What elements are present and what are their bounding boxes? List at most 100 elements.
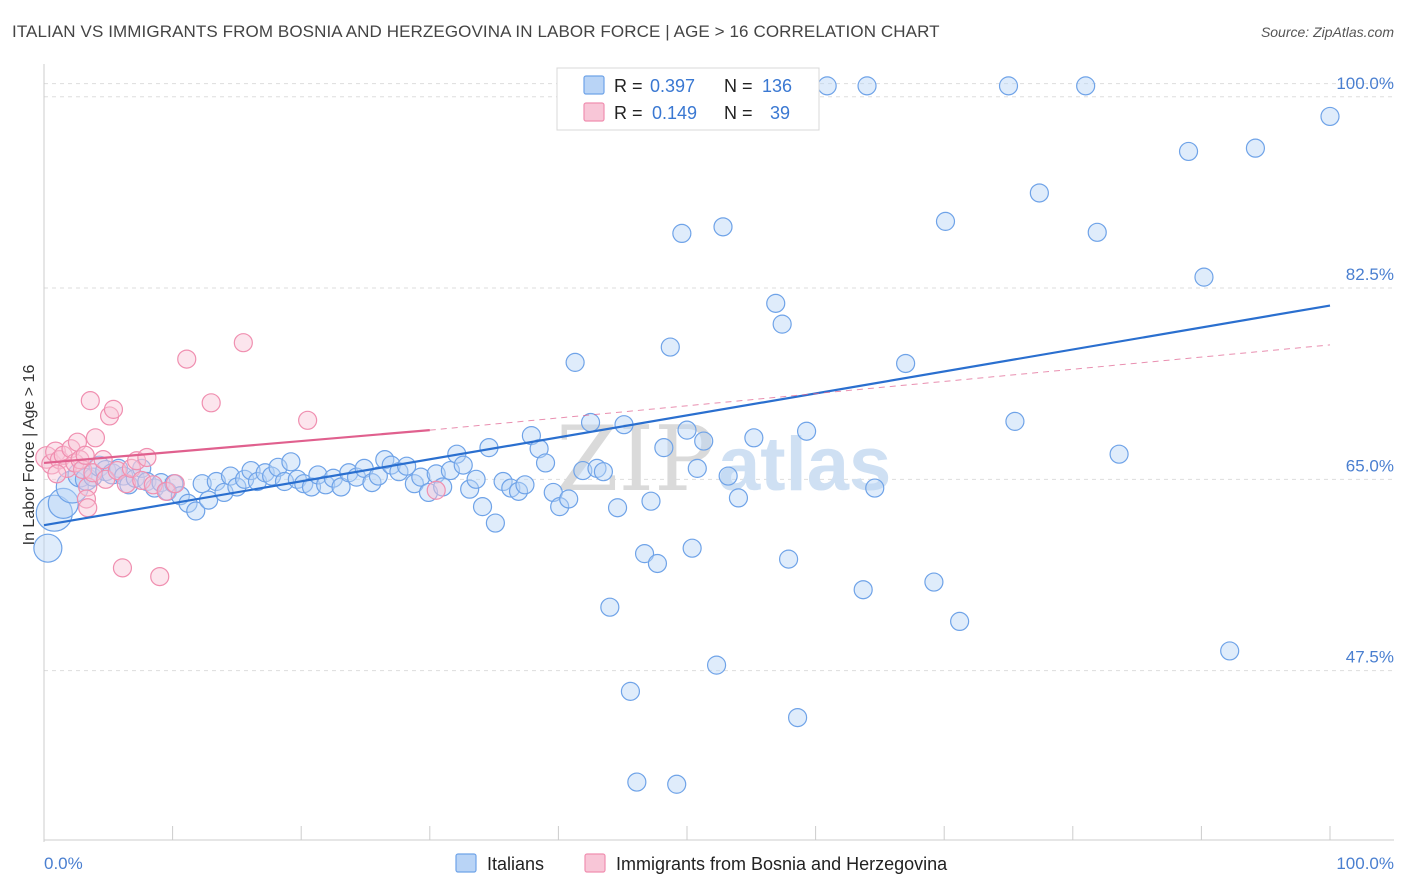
point-italians-88: [647, 553, 668, 574]
bottom-legend-label-bosnia: Immigrants from Bosnia and Herzegovina: [616, 854, 948, 874]
point-italians-76: [565, 352, 585, 372]
point-bosnia-37: [426, 480, 446, 500]
point-bosnia-13: [80, 391, 100, 411]
point-italians-27: [220, 466, 241, 486]
point-italians-62: [466, 469, 486, 489]
point-italians-102: [744, 428, 764, 448]
point-italians-77: [573, 460, 593, 481]
point-italians-63: [472, 497, 493, 517]
point-bosnia-7: [65, 453, 85, 473]
grid: [44, 83, 1394, 672]
legend-n-label-2: N =: [724, 103, 753, 123]
point-italians-61: [460, 479, 480, 499]
point-italians-72: [535, 453, 556, 473]
legend: R = 0.397 N = 136 R = 0.149 N = 39: [556, 67, 820, 131]
axes: [43, 64, 1394, 842]
point-italians-22: [186, 501, 206, 521]
point-italians-122: [1109, 444, 1129, 464]
point-italians-123: [1178, 141, 1199, 162]
point-italians-90: [660, 337, 680, 357]
point-italians-92: [672, 223, 692, 244]
legend-n-value-1: 136: [762, 76, 792, 96]
point-italians-86: [634, 544, 655, 564]
point-bosnia-35: [233, 333, 253, 353]
legend-swatch-italians: [583, 75, 605, 95]
x-tick-label-max: 100.0%: [1336, 854, 1394, 873]
point-italians-118: [1005, 411, 1025, 431]
watermark-atlas: atlas: [718, 422, 891, 507]
bottom-legend: Italians Immigrants from Bosnia and Herz…: [455, 853, 948, 874]
point-italians-127: [1320, 106, 1340, 127]
point-italians-94: [682, 538, 702, 558]
point-italians-125: [1220, 641, 1240, 661]
watermark: ZIP atlas: [556, 407, 891, 512]
point-italians-55: [418, 482, 439, 503]
point-italians-108: [796, 421, 817, 441]
legend-n-label-1: N =: [724, 76, 753, 96]
trend-line-bosnia: [43, 429, 430, 465]
point-bosnia-33: [177, 349, 197, 369]
source-label: Source: ZipAtlas.com: [1260, 24, 1394, 40]
point-italians-107: [787, 707, 808, 728]
legend-swatch-bosnia: [583, 102, 605, 122]
bottom-legend-swatch-italians: [455, 853, 477, 873]
point-italians-95: [687, 458, 707, 478]
x-tick-label-min: 0.0%: [44, 854, 83, 873]
point-bosnia-11: [75, 445, 95, 465]
point-italians-66: [493, 471, 513, 492]
series-italians-points: [33, 76, 1340, 794]
point-bosnia-22: [107, 460, 127, 481]
point-italians-111: [857, 76, 877, 96]
point-italians-81: [600, 597, 620, 617]
point-bosnia-21: [103, 399, 124, 419]
point-italians-84: [620, 681, 641, 701]
point-italians-98: [706, 655, 727, 675]
point-bosnia-38: [47, 464, 67, 484]
bottom-legend-swatch-bosnia: [584, 853, 606, 873]
y-tick-label-1: 65.0%: [1346, 456, 1394, 475]
point-italians-0: [33, 533, 63, 563]
point-italians-82: [607, 498, 628, 518]
point-italians-99: [713, 217, 733, 237]
series-bosnia-points: [35, 333, 446, 587]
point-italians-114: [924, 572, 944, 592]
point-italians-75: [559, 489, 579, 509]
y-axis-label: In Labor Force | Age > 16: [21, 365, 38, 546]
point-italians-109: [817, 76, 837, 96]
point-italians-124: [1194, 267, 1214, 287]
trend-lines: [43, 304, 1331, 527]
point-italians-91: [667, 774, 687, 794]
point-italians-101: [728, 488, 749, 508]
point-italians-25: [206, 471, 226, 492]
point-italians-78: [580, 412, 601, 433]
y-tick-label-0: 47.5%: [1346, 648, 1394, 667]
point-italians-112: [865, 478, 885, 498]
point-italians-110: [853, 580, 873, 600]
legend-r-label-1: R =: [614, 76, 643, 96]
bottom-legend-label-italians: Italians: [487, 854, 544, 874]
point-bosnia-27: [132, 470, 152, 491]
point-italians-105: [772, 314, 792, 334]
point-italians-39: [301, 477, 322, 497]
point-italians-120: [1076, 76, 1096, 96]
point-italians-23: [192, 474, 212, 494]
legend-r-value-2: 0.149: [652, 103, 697, 123]
point-italians-41: [316, 475, 336, 495]
point-italians-116: [950, 611, 970, 632]
point-italians-54: [411, 467, 431, 487]
point-italians-113: [896, 353, 916, 374]
point-bosnia-15: [85, 428, 106, 448]
point-italians-96: [694, 431, 714, 451]
trend-line-bosnia-extension: [429, 344, 1331, 431]
point-bosnia-17: [78, 498, 98, 518]
point-bosnia-28: [137, 447, 157, 468]
point-italians-87: [641, 491, 661, 511]
point-bosnia-32: [165, 474, 185, 494]
point-bosnia-24: [116, 474, 136, 494]
point-italians-69: [515, 475, 535, 495]
legend-n-value-2: 39: [770, 103, 790, 123]
point-italians-36: [281, 452, 301, 472]
point-bosnia-34: [201, 393, 221, 413]
legend-r-value-1: 0.397: [650, 76, 695, 96]
